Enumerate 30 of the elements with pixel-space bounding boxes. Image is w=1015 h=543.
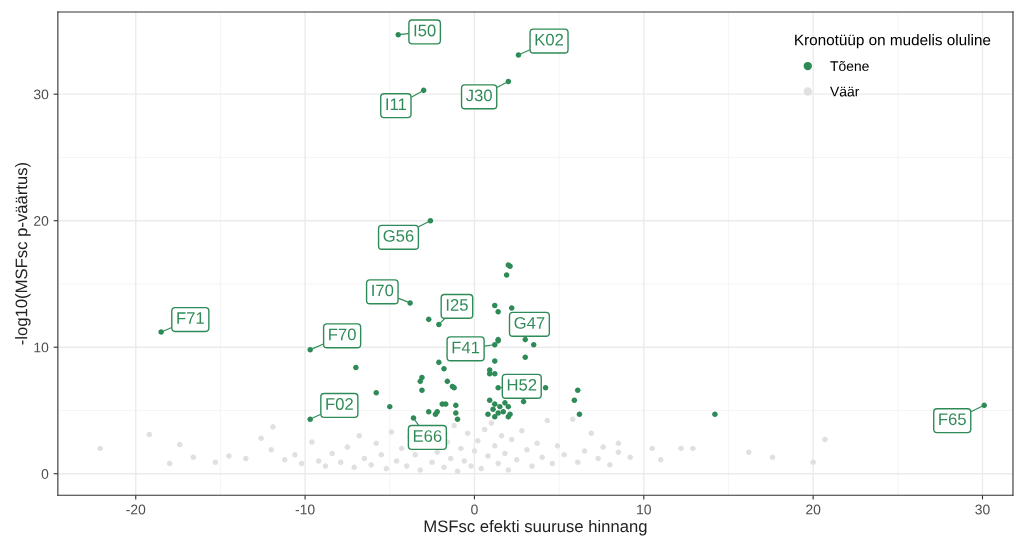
annotation: I11 xyxy=(386,98,407,110)
annotation: K02 xyxy=(535,33,564,46)
x-tick-label: -20 xyxy=(126,504,146,515)
annotation: I70 xyxy=(372,284,394,297)
annotation: J30 xyxy=(465,89,492,102)
x-tick-label: 10 xyxy=(637,504,651,515)
y-axis-title: -log10(MSFsc p-väärtus) xyxy=(15,162,31,345)
annotation: G56 xyxy=(383,230,414,242)
x-tick-label: 30 xyxy=(975,504,990,515)
annotation: F41 xyxy=(452,341,480,354)
x-axis-title: MSFsc efekti suuruse hinnang xyxy=(424,519,647,536)
annotation: I50 xyxy=(414,24,436,37)
legend-label: Tõene xyxy=(830,60,869,72)
y-tick-label: 30 xyxy=(33,89,49,100)
annotation: F71 xyxy=(177,312,204,324)
annotation: E66 xyxy=(413,430,442,442)
x-tick-label: 20 xyxy=(806,504,821,515)
x-tick-label: -10 xyxy=(295,504,315,515)
annotation: F65 xyxy=(939,413,966,426)
y-tick-label: 20 xyxy=(34,216,49,226)
legend-label: Väär xyxy=(830,86,860,97)
x-tick-label: 0 xyxy=(471,504,478,515)
annotation: F02 xyxy=(326,398,353,410)
annotation: F70 xyxy=(329,328,356,341)
annotation: H52 xyxy=(507,378,537,391)
y-tick-label: 10 xyxy=(34,342,49,353)
legend-title: Kronotüüp on mudelis oluline xyxy=(795,34,991,49)
annotation: G47 xyxy=(514,317,545,329)
y-tick-label: 0 xyxy=(41,469,49,479)
annotation: I25 xyxy=(446,299,468,311)
